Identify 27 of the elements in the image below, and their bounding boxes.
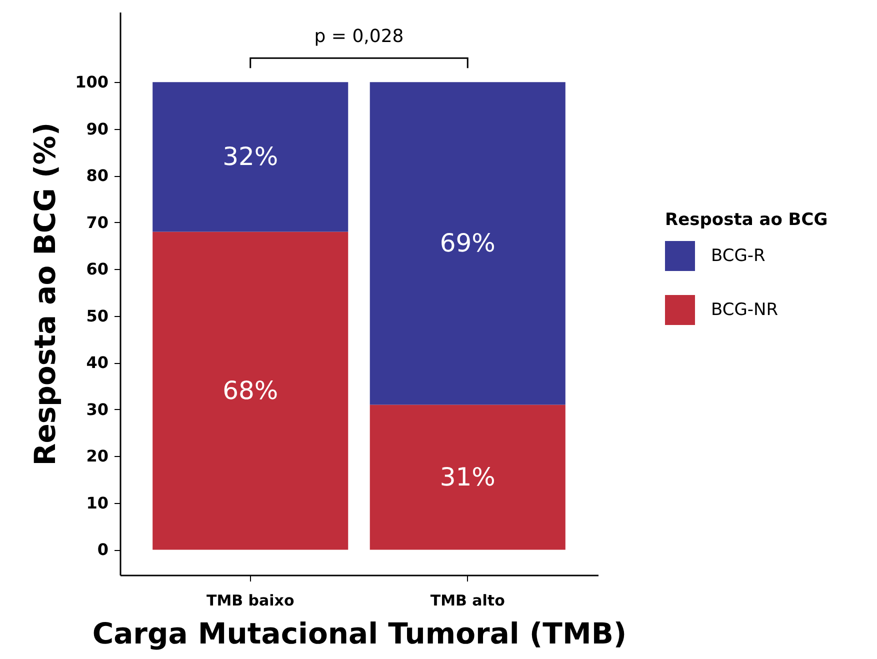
x-axis-title: Carga Mutacional Tumoral (TMB) bbox=[92, 616, 627, 650]
y-tick-label: 100 bbox=[75, 72, 108, 92]
data-label: 32% bbox=[222, 142, 278, 171]
y-tick-label: 70 bbox=[86, 212, 108, 232]
y-tick-label: 10 bbox=[86, 493, 108, 512]
bar bbox=[370, 82, 566, 405]
x-tick-label: TMB alto bbox=[430, 592, 505, 610]
y-tick-label: 20 bbox=[86, 446, 108, 466]
bar bbox=[152, 82, 348, 232]
legend-label: BCG-R bbox=[711, 246, 766, 266]
y-tick-label: 50 bbox=[86, 306, 108, 326]
annotation: p = 0,028 bbox=[314, 26, 404, 48]
y-tick-label: 30 bbox=[86, 400, 108, 419]
data-label: 31% bbox=[440, 462, 496, 492]
legend-title: Resposta ao BCG bbox=[665, 210, 828, 230]
bar bbox=[370, 404, 566, 550]
y-tick-label: 40 bbox=[86, 353, 108, 372]
y-tick-label: 0 bbox=[97, 540, 108, 560]
x-tick-label: TMB baixo bbox=[206, 592, 294, 610]
y-axis-title: Resposta ao BCG (%) bbox=[28, 122, 62, 466]
y-tick-label: 90 bbox=[86, 119, 108, 138]
legend-label: BCG-NR bbox=[711, 300, 778, 320]
data-label: 69% bbox=[440, 228, 496, 258]
data-label: 68% bbox=[222, 376, 278, 405]
bar bbox=[152, 232, 348, 550]
y-tick-label: 80 bbox=[86, 166, 108, 186]
y-tick-label: 60 bbox=[86, 260, 108, 279]
